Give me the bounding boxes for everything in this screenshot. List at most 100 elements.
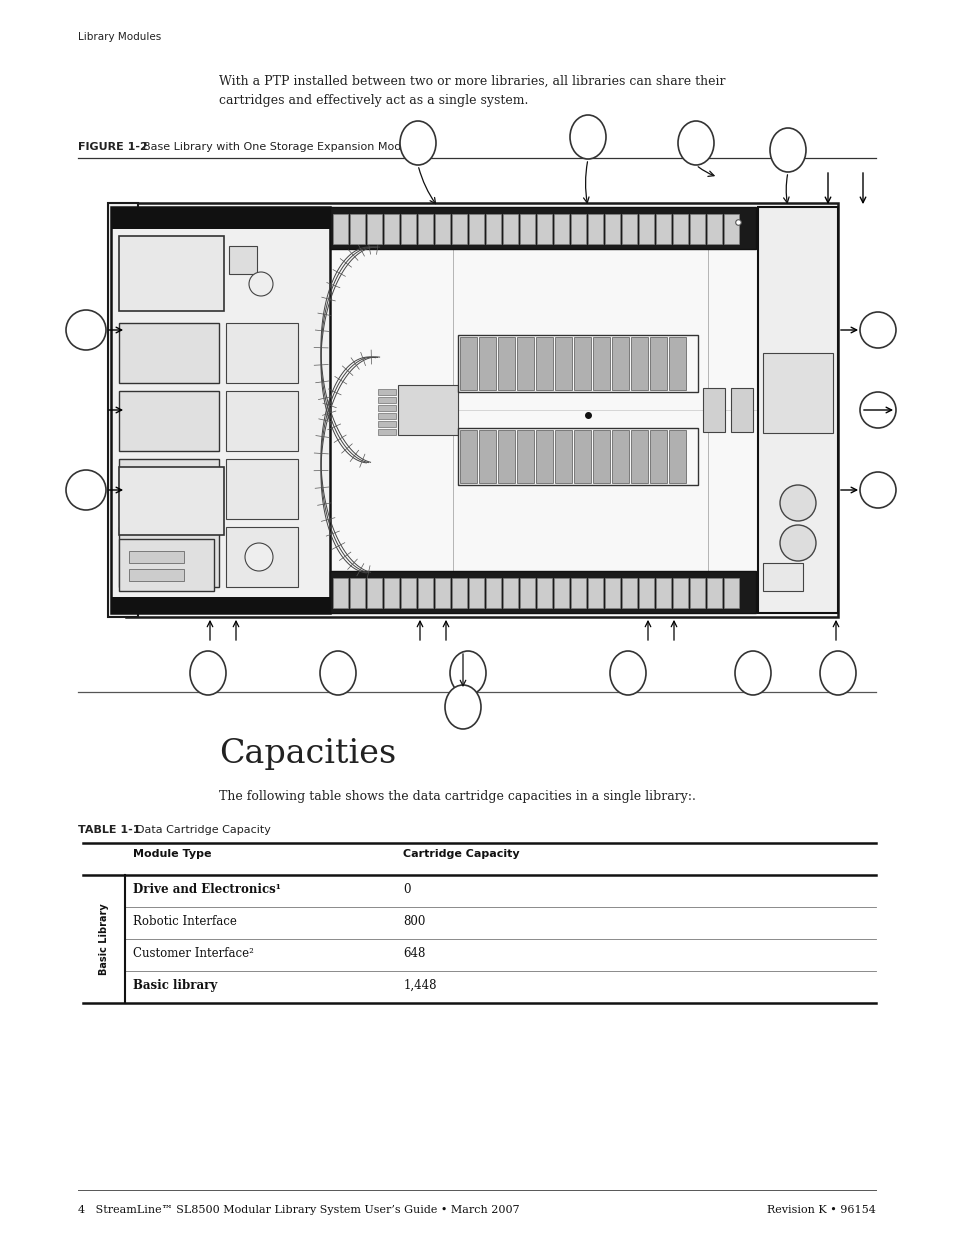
Bar [497,430,515,483]
Ellipse shape [678,121,713,165]
Circle shape [780,525,815,561]
Bar [621,214,637,245]
Ellipse shape [399,121,436,165]
Circle shape [780,485,815,521]
Bar [111,597,330,613]
Bar [119,391,219,451]
Bar [119,467,224,535]
Ellipse shape [820,651,855,695]
Bar [517,430,534,483]
Bar [604,578,619,608]
Bar [630,337,647,390]
Bar [656,214,670,245]
Bar [330,207,755,249]
Bar [367,214,381,245]
Circle shape [249,272,273,296]
Bar [706,214,721,245]
Bar [377,396,395,403]
Bar [478,430,496,483]
Bar [377,389,395,395]
Circle shape [66,471,106,510]
Bar [536,337,553,390]
Bar [400,578,416,608]
Text: 4   StreamLine™ SL8500 Modular Library System User’s Guide • March 2007: 4 StreamLine™ SL8500 Modular Library Sys… [78,1205,519,1215]
Bar [502,214,517,245]
Bar [593,337,609,390]
Bar [587,578,602,608]
Bar [478,337,496,390]
Text: Basic Library: Basic Library [99,903,109,974]
Text: Revision K • 96154: Revision K • 96154 [766,1205,875,1215]
Bar [689,214,704,245]
Bar [649,337,666,390]
Circle shape [245,543,273,571]
Text: 648: 648 [403,947,425,960]
Bar [702,388,724,432]
Bar [502,578,517,608]
Bar [630,430,647,483]
Bar [377,405,395,411]
Bar [452,578,467,608]
Circle shape [859,391,895,429]
Bar [639,578,654,608]
Bar [119,324,219,383]
Bar [126,203,837,618]
Bar [119,459,219,519]
Bar [537,578,552,608]
Bar [469,578,483,608]
Bar [384,578,398,608]
Bar [377,412,395,419]
Bar [435,214,450,245]
Bar [333,214,348,245]
Bar [649,430,666,483]
Bar [555,337,572,390]
Ellipse shape [734,651,770,695]
Bar [672,578,687,608]
Bar [612,337,628,390]
Bar [519,214,535,245]
Bar [723,214,739,245]
Bar [226,459,297,519]
Bar [519,578,535,608]
Text: TABLE 1-1: TABLE 1-1 [78,825,141,835]
Bar [333,578,348,608]
Ellipse shape [190,651,226,695]
Bar [621,578,637,608]
Text: Library Modules: Library Modules [78,32,161,42]
Bar [593,430,609,483]
Ellipse shape [444,685,480,729]
Bar [554,578,568,608]
Bar [485,214,500,245]
Bar [111,207,330,613]
Bar [108,203,138,618]
Bar [574,337,590,390]
Bar [119,538,213,592]
Bar [555,430,572,483]
Text: Customer Interface²: Customer Interface² [133,947,253,960]
Bar [400,214,416,245]
Text: Cartridge Capacity: Cartridge Capacity [403,848,519,860]
Bar [536,430,553,483]
Bar [457,429,698,485]
Bar [119,236,224,311]
Bar [417,214,433,245]
Bar [762,353,832,433]
Bar [554,214,568,245]
Bar [119,527,219,587]
Bar [226,391,297,451]
Ellipse shape [569,115,605,159]
Bar [229,246,256,274]
Bar [226,324,297,383]
Text: Basic library: Basic library [133,979,217,992]
Bar [571,214,585,245]
Bar [350,214,365,245]
Text: Drive and Electronics¹: Drive and Electronics¹ [133,883,281,897]
Text: 1,448: 1,448 [403,979,436,992]
Ellipse shape [609,651,645,695]
Bar [485,578,500,608]
Bar [417,578,433,608]
Text: Data Cartridge Capacity: Data Cartridge Capacity [136,825,271,835]
Bar [129,551,184,563]
Bar [758,207,837,613]
Bar [723,578,739,608]
